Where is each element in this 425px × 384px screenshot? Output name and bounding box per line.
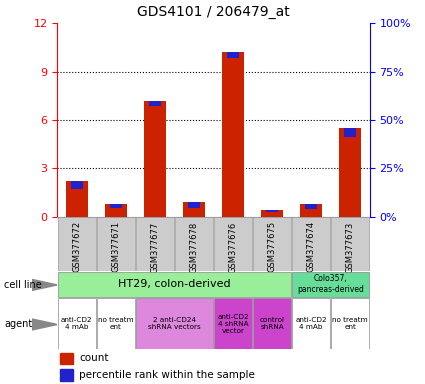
Bar	[188, 202, 200, 208]
Text: anti-CD2
4 mAb: anti-CD2 4 mAb	[295, 317, 327, 330]
Bar	[344, 128, 356, 137]
Bar	[214, 298, 252, 349]
Bar	[214, 217, 252, 271]
Bar	[105, 204, 127, 217]
Text: GSM377678: GSM377678	[190, 221, 198, 273]
Bar	[58, 298, 96, 349]
Text: GSM377671: GSM377671	[111, 221, 120, 272]
Text: GSM377677: GSM377677	[150, 221, 159, 273]
Text: cell line: cell line	[4, 280, 42, 290]
Text: count: count	[79, 353, 109, 363]
Text: GSM377674: GSM377674	[307, 221, 316, 272]
Bar	[292, 217, 330, 271]
Text: GSM377675: GSM377675	[268, 221, 277, 272]
Bar	[261, 210, 283, 217]
Bar	[332, 217, 369, 271]
Bar	[183, 202, 205, 217]
Text: no treatm
ent: no treatm ent	[98, 317, 134, 330]
Bar	[58, 271, 291, 297]
Bar	[292, 271, 369, 297]
Bar	[60, 369, 73, 381]
Bar	[340, 128, 361, 217]
Text: GSM377672: GSM377672	[72, 221, 82, 272]
Bar	[97, 217, 135, 271]
Bar	[227, 52, 239, 58]
Bar	[305, 204, 317, 209]
Text: anti-CD2
4 shRNA
vector: anti-CD2 4 shRNA vector	[217, 313, 249, 334]
Title: GDS4101 / 206479_at: GDS4101 / 206479_at	[137, 5, 290, 19]
Bar	[110, 204, 122, 208]
Bar	[332, 298, 369, 349]
Bar	[253, 217, 291, 271]
Text: HT29, colon-derived: HT29, colon-derived	[118, 279, 231, 289]
Bar	[266, 210, 278, 212]
Bar	[136, 298, 213, 349]
Bar	[253, 298, 291, 349]
Text: GSM377673: GSM377673	[346, 221, 355, 273]
Bar	[300, 204, 322, 217]
Text: 2 anti-CD24
shRNA vectors: 2 anti-CD24 shRNA vectors	[148, 317, 201, 330]
Bar	[60, 353, 73, 364]
Polygon shape	[32, 280, 57, 290]
Text: percentile rank within the sample: percentile rank within the sample	[79, 370, 255, 380]
Text: anti-CD2
4 mAb: anti-CD2 4 mAb	[61, 317, 93, 330]
Bar	[58, 217, 96, 271]
Text: GSM377676: GSM377676	[229, 221, 238, 273]
Bar	[97, 298, 135, 349]
Bar	[222, 52, 244, 217]
Bar	[175, 217, 213, 271]
Text: control
shRNA: control shRNA	[260, 317, 285, 330]
Text: no treatm
ent: no treatm ent	[332, 317, 368, 330]
Text: Colo357,
pancreas-derived: Colo357, pancreas-derived	[297, 275, 364, 294]
Bar	[136, 217, 174, 271]
Bar	[66, 181, 88, 217]
Bar	[144, 101, 166, 217]
Polygon shape	[32, 319, 57, 330]
Bar	[149, 101, 161, 106]
Bar	[292, 298, 330, 349]
Bar	[71, 181, 83, 189]
Text: agent: agent	[4, 319, 32, 329]
